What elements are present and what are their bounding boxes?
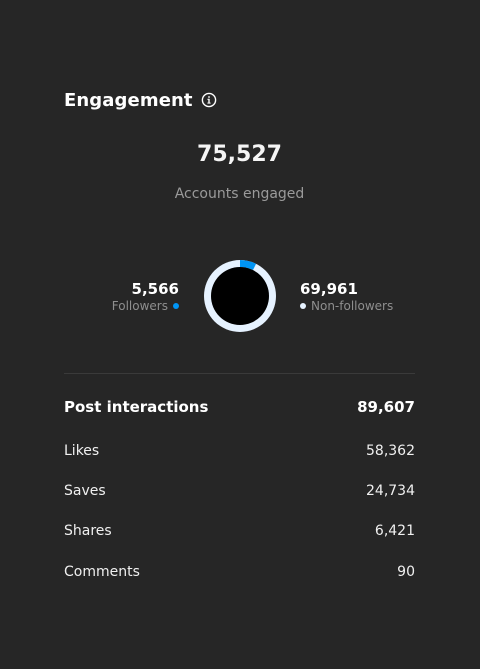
post-interactions-row: Post interactions 89,607 [64, 396, 415, 418]
engagement-title: Engagement [64, 89, 193, 111]
audience-donut-chart [204, 260, 276, 332]
non-followers-stat: 69,961 Non-followers [300, 280, 393, 314]
saves-label: Saves [64, 483, 106, 499]
section-divider [64, 373, 415, 374]
likes-label: Likes [64, 443, 100, 459]
accounts-engaged-value: 75,527 [197, 142, 282, 167]
saves-value: 24,734 [366, 483, 415, 499]
comments-label: Comments [64, 564, 140, 580]
shares-value: 6,421 [374, 523, 415, 539]
comments-row: Comments 90 [64, 561, 415, 583]
accounts-engaged-label: Accounts engaged [174, 186, 305, 202]
likes-value: 58,362 [366, 443, 415, 459]
non-followers-value: 69,961 [300, 280, 358, 298]
comments-value: 90 [397, 564, 415, 580]
info-icon[interactable] [201, 92, 217, 108]
non-followers-label: Non-followers [311, 299, 394, 313]
engagement-header: Engagement [64, 86, 217, 114]
post-interactions-label: Post interactions [64, 398, 209, 416]
followers-stat: 5,566 Followers [112, 280, 179, 314]
donut-followers-segment [240, 260, 257, 271]
followers-label-row: Followers [112, 298, 179, 314]
shares-label: Shares [64, 523, 112, 539]
post-interactions-value: 89,607 [357, 398, 415, 416]
followers-legend-dot [173, 303, 179, 309]
audience-breakdown: 5,566 Followers 69,961 Non-followers [64, 258, 415, 334]
likes-row: Likes 58,362 [64, 440, 415, 462]
non-followers-legend-dot [300, 303, 306, 309]
saves-row: Saves 24,734 [64, 480, 415, 502]
followers-label: Followers [111, 299, 168, 313]
shares-row: Shares 6,421 [64, 520, 415, 542]
engagement-card: Engagement 75,527 Accounts engaged 5,566… [64, 0, 415, 669]
donut-hole [211, 267, 269, 325]
followers-value: 5,566 [131, 280, 179, 298]
non-followers-label-row: Non-followers [300, 298, 393, 314]
